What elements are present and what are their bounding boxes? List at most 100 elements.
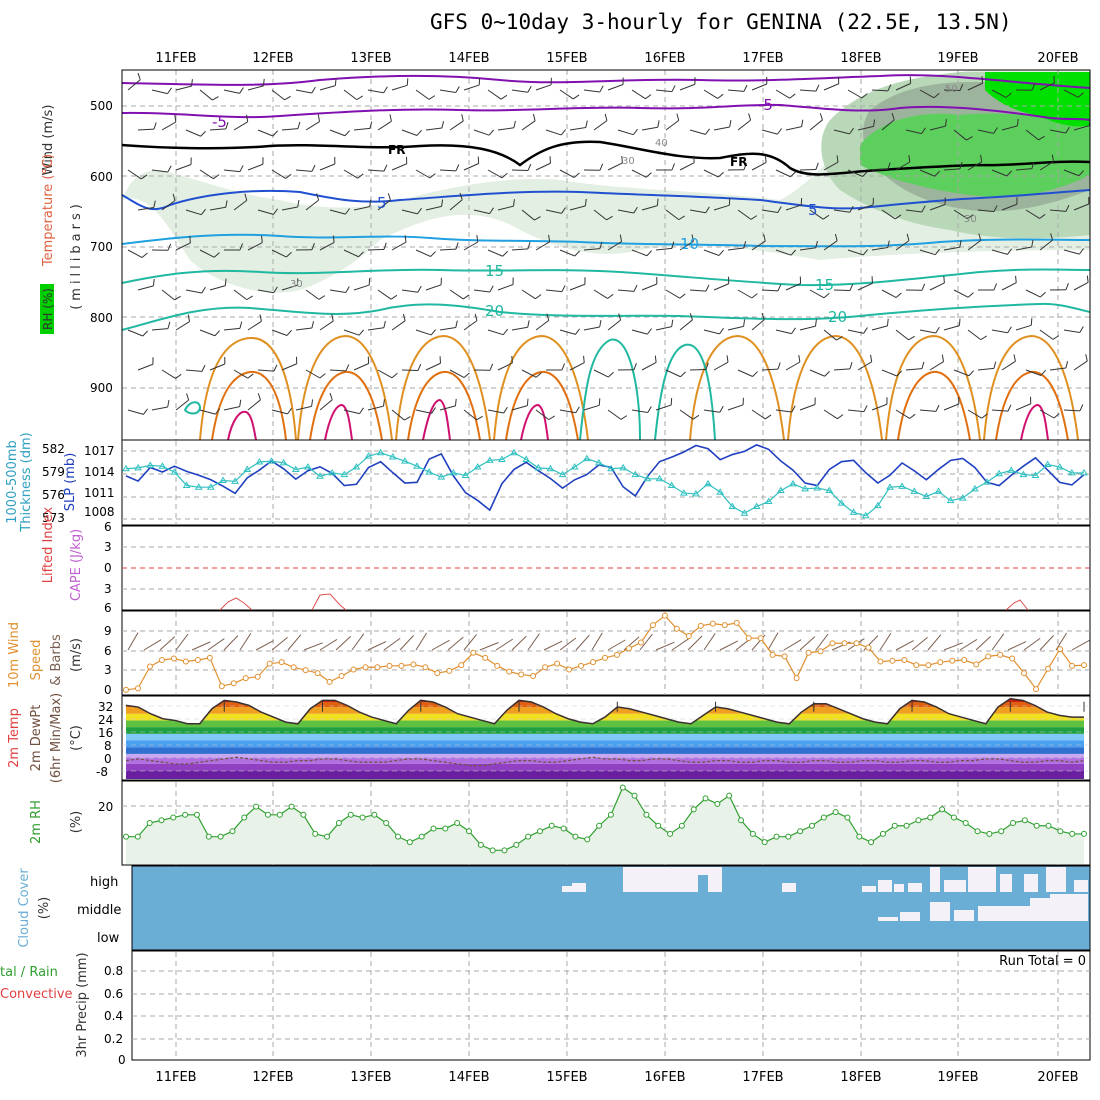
wind-barb-flag <box>705 206 710 214</box>
wind10-barb <box>479 642 499 651</box>
rh-2m-point <box>1081 830 1087 837</box>
wind-barb <box>991 169 1008 177</box>
wind-barb <box>1015 168 1032 171</box>
wind-barb <box>857 361 872 371</box>
rh-2m-point <box>856 833 863 840</box>
rh-2m-point <box>276 811 283 818</box>
wind-barb <box>463 163 479 171</box>
wind-barb-flag <box>142 408 149 415</box>
wind-barb <box>919 329 936 334</box>
contour-label: -5 <box>758 96 773 114</box>
wind10-speed-point <box>554 660 561 667</box>
wind-barb-flag <box>1040 291 1046 298</box>
wind-barb <box>257 289 274 294</box>
wind-barb-flag <box>213 174 220 180</box>
thickness-point <box>534 463 543 471</box>
temp-tick: 16 <box>98 726 113 740</box>
wind-barb <box>991 409 1008 412</box>
wind-barb <box>463 320 478 331</box>
wind-barb <box>1025 209 1040 219</box>
wind10-barb <box>447 636 464 651</box>
wind10-speed-point <box>901 657 908 663</box>
wind-barb <box>847 329 864 334</box>
upper-ylabel-units: (millibars) <box>69 200 84 310</box>
wind-barb-flag <box>286 251 292 258</box>
wind-barb <box>185 129 201 137</box>
wind-barbs-upper <box>127 72 1091 421</box>
temp-color-band <box>126 770 1084 779</box>
wind-barb <box>559 329 576 335</box>
wind-barb-flag <box>599 85 604 93</box>
wind-barb <box>703 409 720 413</box>
wind-barb-flag <box>621 155 623 164</box>
pressure-tick: 600 <box>90 170 113 184</box>
wind-barb-flag <box>849 205 854 213</box>
wind10-barb <box>975 635 991 651</box>
wind-barb <box>391 409 405 421</box>
wind-barb <box>559 169 575 178</box>
thickness-point <box>801 484 809 492</box>
wind-barb <box>199 249 215 258</box>
wind-barb-flag <box>896 370 902 377</box>
wind-barb <box>799 89 816 92</box>
wind10-barb <box>495 638 514 651</box>
wind-barb <box>593 289 608 299</box>
wind-barb <box>737 369 753 377</box>
wind-barb-flag <box>819 113 823 121</box>
wind-barb <box>631 249 648 257</box>
wind-barb <box>511 169 529 172</box>
rh-2m-point <box>430 825 437 832</box>
rh-2m-point <box>797 828 804 835</box>
wind-barb-flag <box>527 320 530 328</box>
wind-barb-flag <box>599 241 603 249</box>
wind-barb <box>535 409 550 421</box>
contour-label: 15 <box>815 276 834 294</box>
thickness-point <box>449 468 458 476</box>
thickness-point <box>1080 468 1088 476</box>
wind-barb-flag <box>705 362 709 370</box>
wind-barb <box>905 129 922 135</box>
wind-barb-flag <box>1077 92 1084 98</box>
wind-barb <box>881 369 898 377</box>
wind10-barb <box>303 642 323 651</box>
temp-contour-10 <box>121 233 1091 248</box>
bottom-date-label: 19FEB <box>937 1070 978 1085</box>
rh-2m-point <box>749 830 756 837</box>
wind-barb-flag <box>257 393 261 401</box>
wind-barb-flag <box>215 408 220 415</box>
wind-barb-flag <box>993 127 998 134</box>
wind-barb <box>953 209 968 220</box>
wind-barb-flag <box>356 95 363 101</box>
wind-barb <box>679 162 695 171</box>
wind10-barb <box>719 640 739 651</box>
wind10-speed-point <box>386 662 393 669</box>
wind-barb-flag <box>980 335 987 341</box>
rh-2m-point <box>832 809 839 816</box>
wind-barb <box>593 369 609 378</box>
wind-barb <box>689 129 706 135</box>
wind-barb-flag <box>329 392 333 400</box>
wind-barb <box>785 283 801 291</box>
cloud-level-label: low <box>97 931 120 946</box>
wind-barb-flag <box>259 314 262 322</box>
wind-barb <box>343 409 360 415</box>
wind-barb-flag <box>777 362 781 370</box>
wind10-speed-point <box>146 663 153 670</box>
wind-barb-flag <box>941 354 945 362</box>
wind-barb-flag <box>239 87 244 94</box>
wind-barb-flag <box>358 329 365 336</box>
wind-barb <box>295 405 312 411</box>
thickness-point <box>461 471 470 478</box>
wind-barb <box>833 368 850 371</box>
wind-barb <box>1063 409 1081 412</box>
wind-barb-flag <box>824 370 830 377</box>
wind-barb-flag <box>532 113 536 121</box>
thickness-tick: 582 <box>42 442 65 456</box>
wind-barb <box>473 209 490 215</box>
wind-barb <box>137 363 154 371</box>
wind-barb <box>151 406 168 411</box>
wind10-speed-point <box>937 659 944 666</box>
wind-barb <box>353 284 370 291</box>
wind-barb-flag <box>945 119 947 127</box>
wind10-speed-point <box>542 664 549 671</box>
